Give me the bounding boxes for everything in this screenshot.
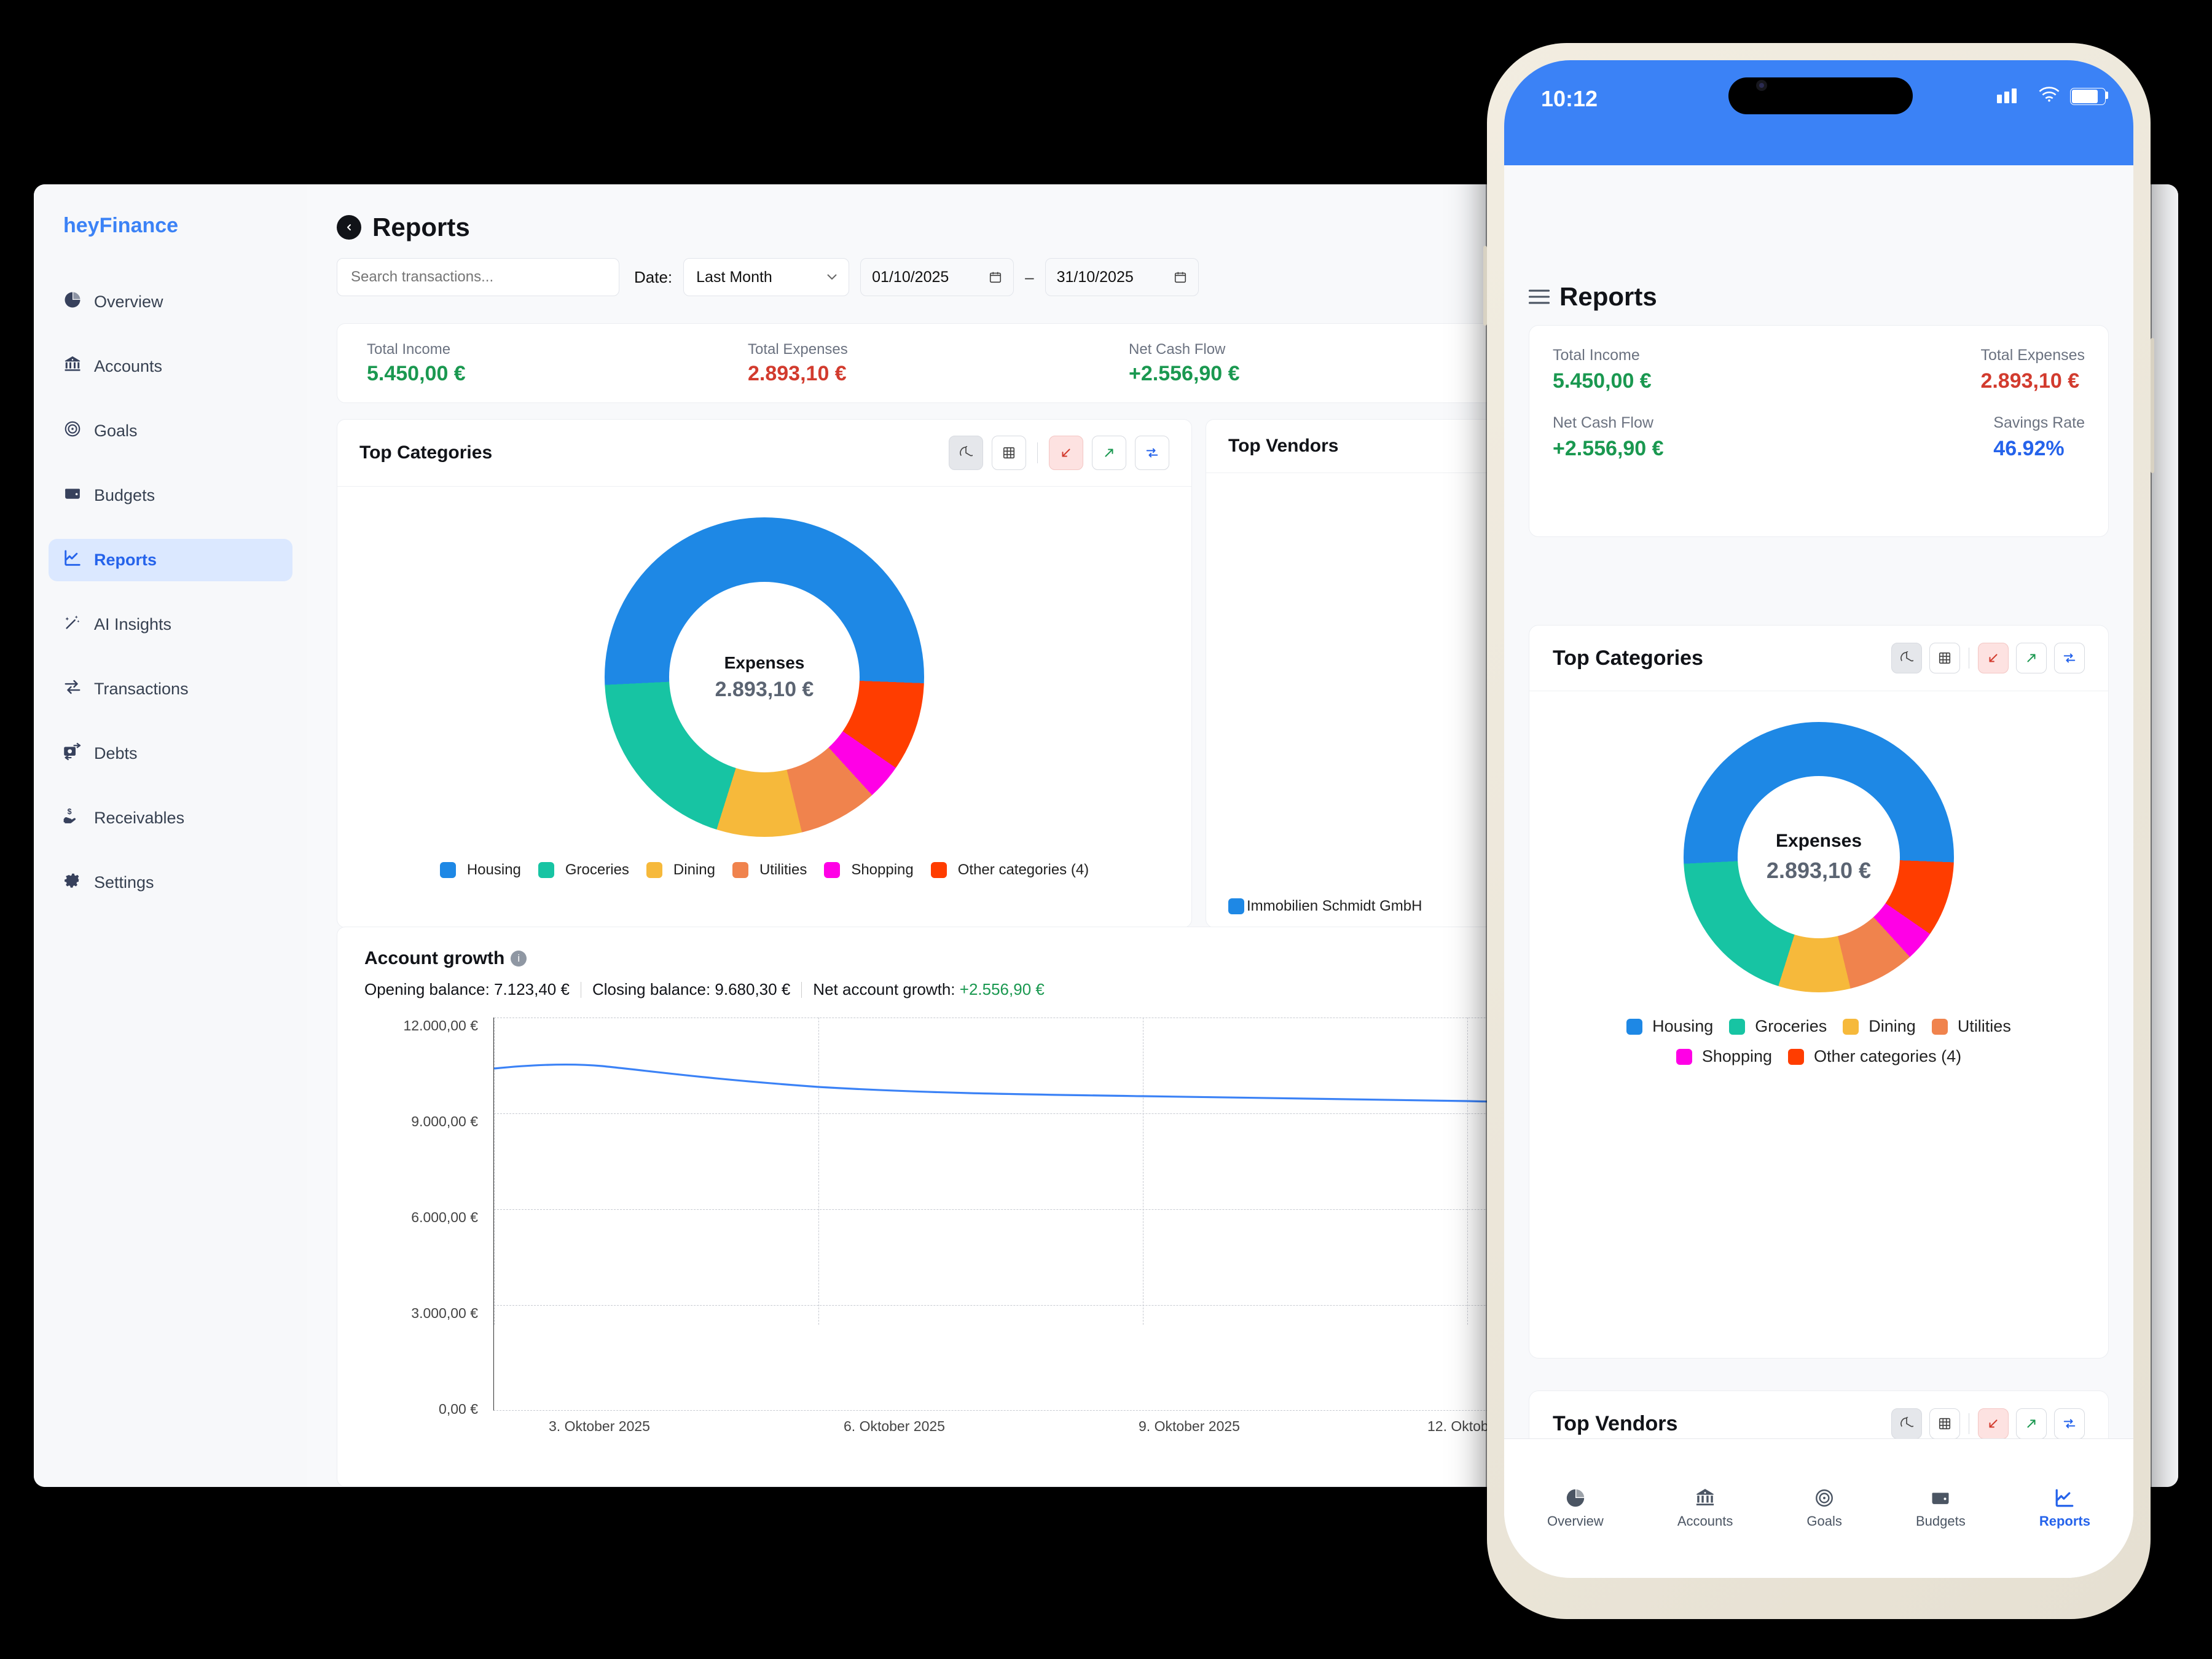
svg-text:$: $ (68, 807, 72, 816)
